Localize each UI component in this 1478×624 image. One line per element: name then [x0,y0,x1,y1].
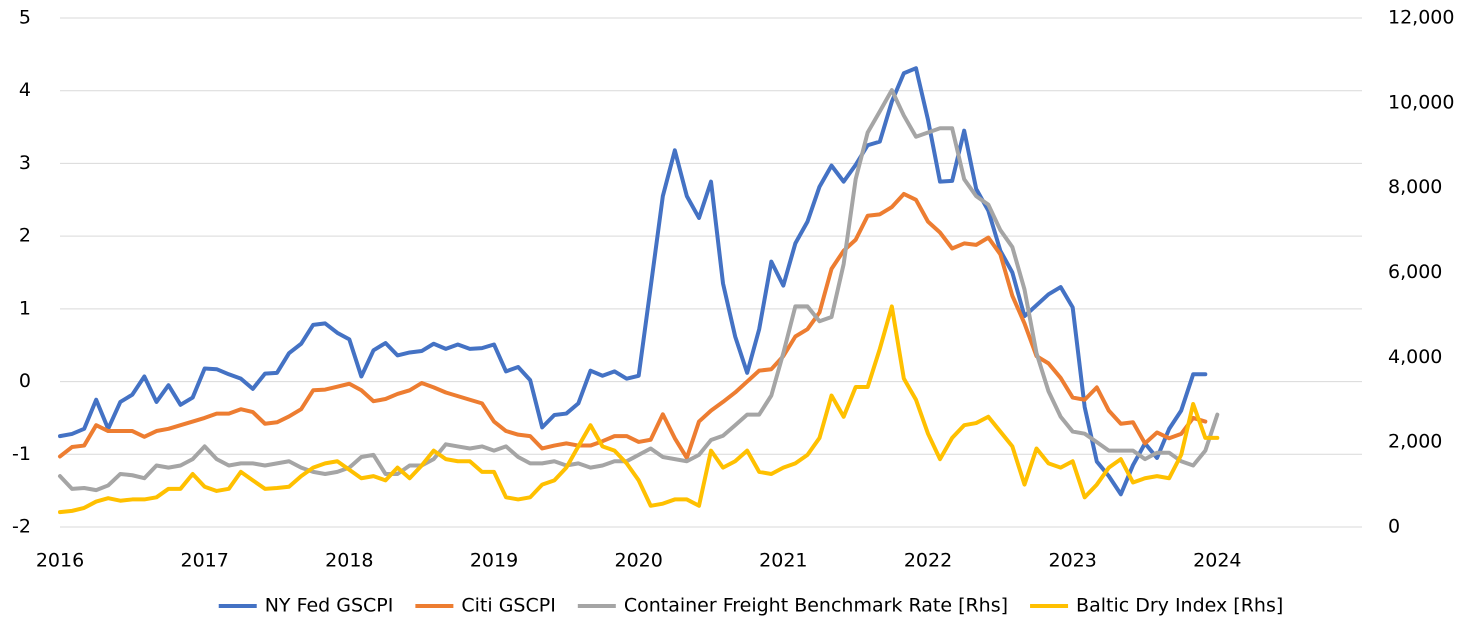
y-tick-label: -2 [12,516,31,538]
y2-tick-label: 0 [1388,516,1400,538]
y-tick-label: 2 [19,225,31,247]
y2-tick-label: 4,000 [1388,346,1442,368]
x-tick-label: 2024 [1193,550,1241,572]
legend-label: Citi GSCPI [461,595,555,617]
y-tick-label: 1 [19,297,31,319]
x-tick-label: 2019 [470,550,518,572]
series-line [58,66,1208,497]
x-tick-label: 2023 [1048,550,1096,572]
series-line [58,304,1220,515]
y-tick-label: 3 [19,152,31,174]
y2-tick-label: 8,000 [1388,176,1442,198]
series-line [58,191,1208,460]
y2-tick-label: 12,000 [1388,7,1454,29]
legend-label: Container Freight Benchmark Rate [Rhs] [624,595,1008,617]
series-line [58,88,1220,493]
y-tick-label: -1 [12,443,31,465]
y2-tick-label: 2,000 [1388,431,1442,453]
x-tick-label: 2017 [180,550,228,572]
y-tick-label: 4 [19,79,31,101]
x-tick-label: 2018 [325,550,373,572]
y-tick-label: 5 [19,7,31,29]
x-tick-label: 2022 [904,550,952,572]
x-tick-label: 2016 [36,550,84,572]
legend-label: Baltic Dry Index [Rhs] [1076,595,1283,617]
x-tick-label: 2020 [614,550,662,572]
y2-tick-label: 6,000 [1388,261,1442,283]
legend-label: NY Fed GSCPI [265,595,394,617]
y-tick-label: 0 [19,370,31,392]
y2-tick-label: 10,000 [1388,91,1454,113]
x-tick-label: 2021 [759,550,807,572]
